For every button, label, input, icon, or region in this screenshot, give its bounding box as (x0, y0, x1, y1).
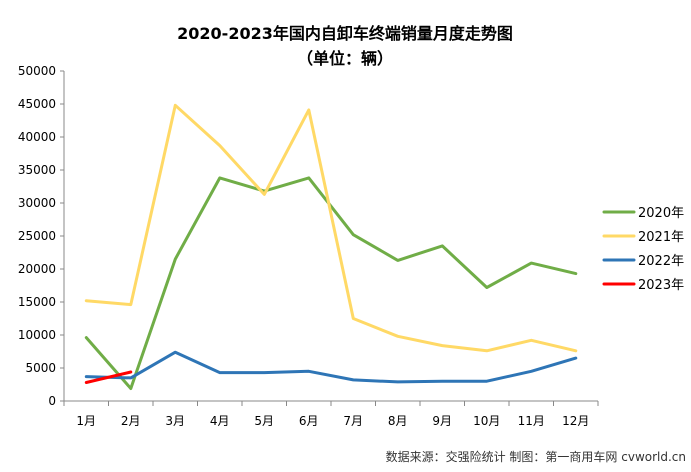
series-line-2023年 (84, 370, 133, 384)
legend-label: 2022年 (638, 254, 684, 269)
y-tick-label: 30000 (18, 196, 56, 210)
y-tick-label: 25000 (18, 229, 56, 243)
x-tick-label: 7月 (343, 414, 363, 428)
x-tick-label: 3月 (165, 414, 185, 428)
x-tick-label: 11月 (518, 414, 545, 428)
x-tick-label: 10月 (473, 414, 500, 428)
y-tick-label: 50000 (18, 64, 56, 78)
x-tick-label: 8月 (388, 414, 408, 428)
x-tick-label: 4月 (210, 414, 230, 428)
legend-label: 2020年 (638, 206, 684, 221)
x-tick-label: 12月 (562, 414, 589, 428)
x-tick-label: 9月 (432, 414, 452, 428)
y-tick-label: 0 (48, 394, 56, 408)
chart-subtitle: （单位：辆） (297, 49, 393, 68)
y-tick-label: 40000 (18, 130, 56, 144)
x-tick-label: 1月 (76, 414, 96, 428)
x-tick-label: 6月 (299, 414, 319, 428)
series-line-2021年 (84, 103, 578, 353)
source-note: 数据来源：交强险统计 制图：第一商用车网 cvworld.cn (386, 449, 686, 464)
x-tick-label: 2月 (121, 414, 141, 428)
axes: 0 5000 10000 15000 20000 25000 30000 35000 40000… (18, 64, 599, 428)
y-tick-label: 15000 (18, 295, 56, 309)
series-line-2020年 (84, 176, 578, 390)
series-lines (84, 103, 578, 390)
legend: 2020年 2021年 2022年 2023年 (602, 206, 684, 293)
y-tick-label: 10000 (18, 328, 56, 342)
y-tick-label: 20000 (18, 262, 56, 276)
legend-label: 2021年 (638, 230, 684, 245)
legend-label: 2023年 (638, 278, 684, 293)
x-tick-label: 5月 (254, 414, 274, 428)
y-tick-label: 45000 (18, 97, 56, 111)
y-tick-label: 5000 (25, 361, 56, 375)
y-tick-label: 35000 (18, 163, 56, 177)
series-line-2022年 (84, 350, 578, 384)
chart-title: 2020-2023年国内自卸车终端销量月度走势图 (177, 24, 513, 43)
